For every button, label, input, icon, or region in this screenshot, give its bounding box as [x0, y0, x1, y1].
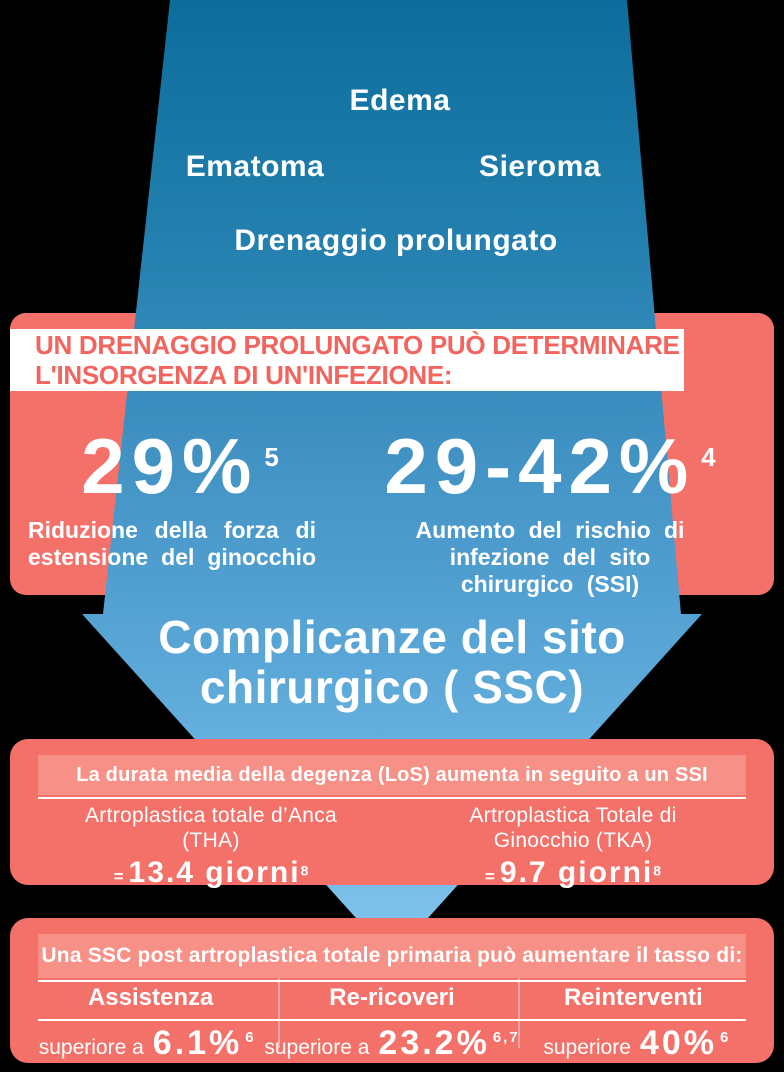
arrow-polygon: [82, 0, 702, 958]
ssc-column-divider-2: [518, 978, 520, 1048]
ssc-column-headers: Assistenza Re-ricoveri Reinterventi: [30, 984, 754, 1012]
footnote-ref-5: 5: [264, 442, 279, 472]
header-re-ricoveri: Re-ricoveri: [329, 984, 455, 1011]
footnote-ref-6: 6: [245, 1029, 256, 1046]
arrowhead-title-line-2: chirurgico ( SSC): [199, 661, 585, 713]
ssc-rates-panel: Una SSC post artroplastica totale primar…: [10, 918, 774, 1063]
tha-days-value: = 13.4 giorni8: [113, 856, 309, 889]
stat-caption-ssi: Aumento del rischio di infezione del sit…: [415, 517, 685, 597]
value-reinterventi: superiore 40% 6: [543, 1024, 731, 1062]
ssc-divider-line-bottom: [38, 1019, 746, 1021]
tha-label-line-1: Artroplastica totale d’Anca: [84, 804, 338, 827]
arrowhead-title: Complicanze del sito chirurgico ( SSC): [0, 612, 784, 712]
arrowhead-title-line-1: Complicanze del sito: [158, 611, 626, 663]
stat-value-29-42: 29-42% 4: [384, 422, 716, 510]
los-divider-line: [38, 797, 746, 799]
header-reinterventi: Reinterventi: [563, 984, 703, 1011]
tka-label-line-2: Ginocchio (TKA): [493, 829, 653, 852]
los-column-tka: Artroplastica Totale di Ginocchio (TKA) …: [392, 803, 754, 890]
stat-caption-knee: Riduzione della forza di estensione del …: [28, 517, 316, 570]
stat-ssi-risk: 29-42% 4 Aumento del rischio di infezione…: [382, 414, 718, 598]
headline-banner: UN DRENAGGIO PROLUNGATO PUÒ DETERMINARE …: [10, 329, 684, 391]
stat-value-29: 29% 5: [81, 422, 279, 510]
label-ematoma: Ematoma: [185, 150, 325, 183]
footnote-ref-4: 4: [701, 442, 716, 472]
los-column-tha: Artroplastica totale d’Anca (THA) = 13.4 …: [30, 803, 392, 890]
label-drenaggio-prolungato: Drenaggio prolungato: [234, 224, 558, 257]
los-panel-header: La durata media della degenza (LoS) aume…: [38, 755, 746, 795]
label-edema: Edema: [349, 84, 451, 117]
header-assistenza: Assistenza: [87, 984, 214, 1011]
footnote-ref-8: 8: [300, 862, 309, 879]
ssc-column-divider-1: [278, 978, 280, 1048]
ssc-divider-line-top: [38, 980, 746, 982]
ssc-panel-header: Una SSC post artroplastica totale primar…: [38, 934, 746, 978]
footnote-ref-8: 8: [653, 862, 662, 879]
footnote-ref-6-7: 6,7: [492, 1029, 520, 1046]
headline-line-2: L'INSORGENZA DI UN'INFEZIONE:: [35, 360, 453, 390]
headline-line-1: UN DRENAGGIO PROLUNGATO PUÒ DETERMINARE: [35, 330, 680, 360]
los-panel: La durata media della degenza (LoS) aume…: [10, 739, 774, 889]
los-columns: Artroplastica totale d’Anca (THA) = 13.4 …: [30, 803, 754, 890]
footnote-ref-6: 6: [719, 1029, 731, 1046]
label-sieroma: Sieroma: [479, 150, 601, 183]
tka-label-line-1: Artroplastica Totale di: [469, 804, 677, 827]
tha-label-line-2: (THA): [182, 829, 240, 852]
ssc-column-values: superiore a 6.1% 6 superiore a 23.2% 6,7…: [30, 1024, 754, 1063]
tka-days-value: = 9.7 giorni8: [484, 856, 662, 889]
value-assistenza: superiore a 6.1% 6: [38, 1024, 256, 1062]
value-re-ricoveri: superiore a 23.2% 6,7: [264, 1024, 520, 1062]
stat-knee-extension: 29% 5 Riduzione della forza di estensione…: [20, 414, 340, 571]
